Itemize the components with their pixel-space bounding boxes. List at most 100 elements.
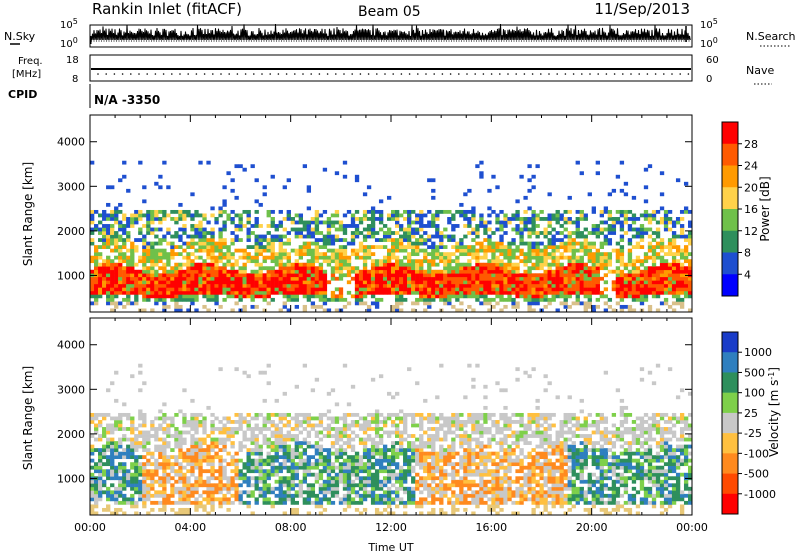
heatmap-cell bbox=[246, 227, 251, 232]
heatmap-cell bbox=[90, 227, 95, 232]
heatmap-cell bbox=[551, 262, 556, 267]
heatmap-cell bbox=[302, 497, 308, 502]
heatmap-cell bbox=[130, 455, 135, 460]
heatmap-cell bbox=[106, 472, 111, 477]
heatmap-cell bbox=[138, 486, 143, 491]
heatmap-cell bbox=[322, 427, 328, 431]
heatmap-cell bbox=[138, 269, 143, 274]
heatmap-cell bbox=[487, 269, 492, 274]
heatmap-cell bbox=[194, 276, 199, 281]
heatmap-cell bbox=[166, 441, 171, 445]
heatmap-cell bbox=[98, 269, 103, 274]
nave-point bbox=[343, 73, 345, 75]
heatmap-cell bbox=[342, 420, 348, 424]
heatmap-cell bbox=[270, 290, 275, 295]
heatmap-cell bbox=[318, 423, 324, 428]
heatmap-cell bbox=[455, 297, 460, 302]
heatmap-cell bbox=[274, 412, 279, 417]
heatmap-cell bbox=[427, 252, 432, 257]
heatmap-cell bbox=[114, 231, 119, 235]
heatmap-cell bbox=[270, 504, 275, 509]
heatmap-cell bbox=[218, 469, 223, 474]
heatmap-cell bbox=[391, 209, 396, 214]
heatmap-cell bbox=[190, 213, 195, 218]
heatmap-cell bbox=[338, 430, 344, 435]
heatmap-cell bbox=[202, 479, 207, 484]
heatmap-cell bbox=[551, 273, 556, 278]
heatmap-cell bbox=[575, 301, 580, 306]
heatmap-cell bbox=[671, 287, 677, 292]
heatmap-cell bbox=[166, 227, 171, 232]
heatmap-cell bbox=[374, 458, 380, 463]
heatmap-cell bbox=[242, 416, 247, 421]
heatmap-cell bbox=[423, 252, 428, 257]
heatmap-cell bbox=[451, 266, 456, 271]
heatmap-cell bbox=[102, 490, 107, 495]
heatmap-cell bbox=[142, 497, 147, 502]
heatmap-cell bbox=[318, 472, 324, 477]
heatmap-cell bbox=[651, 262, 657, 267]
heatmap-cell bbox=[210, 266, 215, 271]
heatmap-cell bbox=[427, 451, 432, 456]
heatmap-cell bbox=[178, 444, 183, 449]
heatmap-cell bbox=[334, 451, 340, 456]
heatmap-cell bbox=[318, 490, 324, 495]
heatmap-cell bbox=[118, 462, 123, 467]
heatmap-cell bbox=[150, 209, 155, 214]
heatmap-cell bbox=[298, 262, 303, 267]
heatmap-cell bbox=[671, 280, 677, 285]
heatmap-cell bbox=[370, 245, 376, 249]
heatmap-cell bbox=[278, 248, 283, 253]
heatmap-cell bbox=[503, 220, 508, 225]
heatmap-cell bbox=[110, 301, 115, 306]
heatmap-cell bbox=[679, 266, 685, 271]
heatmap-cell bbox=[395, 248, 400, 253]
heatmap-cell bbox=[278, 209, 283, 214]
heatmap-cell bbox=[395, 238, 400, 242]
heatmap-cell bbox=[411, 444, 416, 449]
heatmap-cell bbox=[262, 479, 267, 484]
heatmap-cell bbox=[386, 255, 392, 260]
heatmap-cell bbox=[395, 430, 400, 435]
heatmap-cell bbox=[378, 209, 384, 214]
heatmap-cell bbox=[647, 266, 653, 271]
heatmap-cell bbox=[122, 297, 127, 302]
heatmap-cell bbox=[571, 280, 576, 285]
heatmap-cell bbox=[262, 297, 267, 302]
heatmap-cell bbox=[342, 248, 348, 253]
heatmap-cell bbox=[110, 259, 115, 264]
heatmap-cell bbox=[258, 462, 263, 467]
heatmap-cell bbox=[178, 280, 183, 285]
heatmap-cell bbox=[330, 224, 336, 228]
heatmap-cell bbox=[282, 269, 287, 274]
heatmap-cell bbox=[403, 437, 408, 442]
heatmap-cell bbox=[106, 262, 111, 267]
heatmap-cell bbox=[306, 273, 312, 278]
heatmap-cell bbox=[94, 504, 99, 509]
heatmap-cell bbox=[415, 273, 420, 278]
heatmap-cell bbox=[619, 245, 625, 249]
heatmap-cell bbox=[639, 283, 645, 288]
heatmap-cell bbox=[230, 493, 235, 498]
heatmap-cell bbox=[314, 423, 320, 428]
heatmap-cell bbox=[475, 294, 480, 299]
heatmap-cell bbox=[386, 195, 392, 200]
heatmap-cell bbox=[266, 441, 271, 445]
heatmap-cell bbox=[290, 469, 295, 474]
heatmap-cell bbox=[382, 269, 388, 274]
heatmap-cell bbox=[427, 262, 432, 267]
heatmap-cell bbox=[366, 308, 372, 313]
heatmap-cell bbox=[403, 511, 408, 516]
heatmap-cell bbox=[170, 423, 175, 428]
heatmap-cell bbox=[102, 231, 107, 235]
heatmap-cell bbox=[162, 287, 167, 292]
heatmap-cell bbox=[543, 294, 548, 299]
heatmap-cell bbox=[310, 248, 316, 253]
heatmap-cell bbox=[378, 374, 384, 379]
heatmap-cell bbox=[290, 497, 295, 502]
heatmap-cell bbox=[330, 273, 336, 278]
heatmap-cell bbox=[122, 231, 127, 235]
heatmap-cell bbox=[182, 297, 187, 302]
heatmap-cell bbox=[386, 266, 392, 271]
heatmap-cell bbox=[631, 280, 637, 285]
